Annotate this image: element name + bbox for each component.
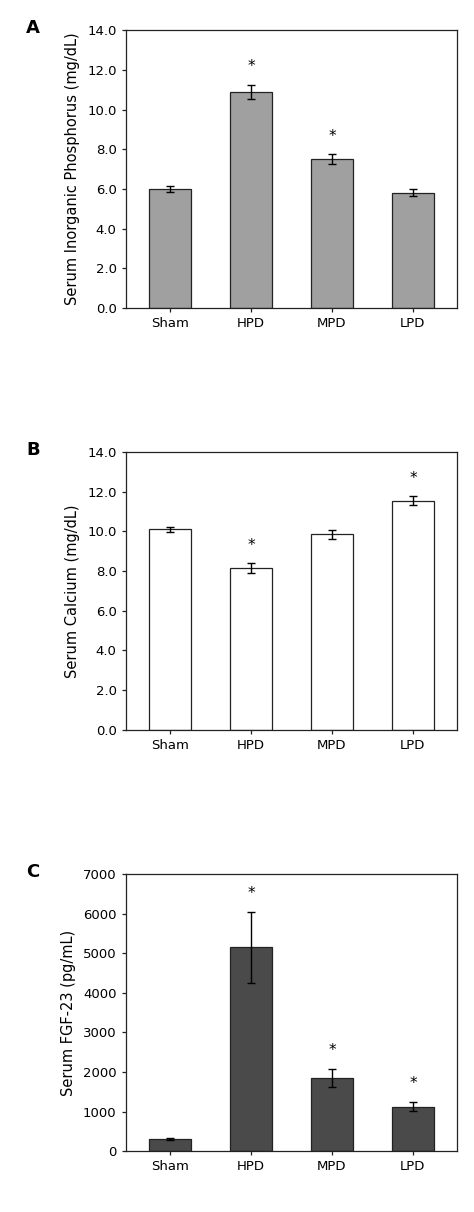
Bar <box>311 534 353 730</box>
Y-axis label: Serum Inorganic Phosphorus (mg/dL): Serum Inorganic Phosphorus (mg/dL) <box>65 33 80 305</box>
Bar <box>149 1139 191 1151</box>
Bar <box>392 501 434 730</box>
Text: *: * <box>247 59 255 74</box>
Text: *: * <box>409 1076 417 1091</box>
Text: *: * <box>409 470 417 486</box>
Bar <box>149 530 191 730</box>
Bar <box>311 159 353 308</box>
Text: C: C <box>26 863 39 881</box>
Bar <box>230 92 272 308</box>
Text: *: * <box>328 128 336 144</box>
Text: B: B <box>26 441 40 459</box>
Text: A: A <box>26 19 40 38</box>
Text: *: * <box>247 886 255 901</box>
Bar <box>392 193 434 308</box>
Text: *: * <box>247 538 255 553</box>
Bar <box>230 568 272 730</box>
Bar <box>149 189 191 308</box>
Bar <box>311 1077 353 1151</box>
Y-axis label: Serum Calcium (mg/dL): Serum Calcium (mg/dL) <box>65 504 80 678</box>
Y-axis label: Serum FGF-23 (pg/mL): Serum FGF-23 (pg/mL) <box>61 930 76 1096</box>
Bar <box>392 1107 434 1151</box>
Bar <box>230 948 272 1151</box>
Text: *: * <box>328 1044 336 1058</box>
